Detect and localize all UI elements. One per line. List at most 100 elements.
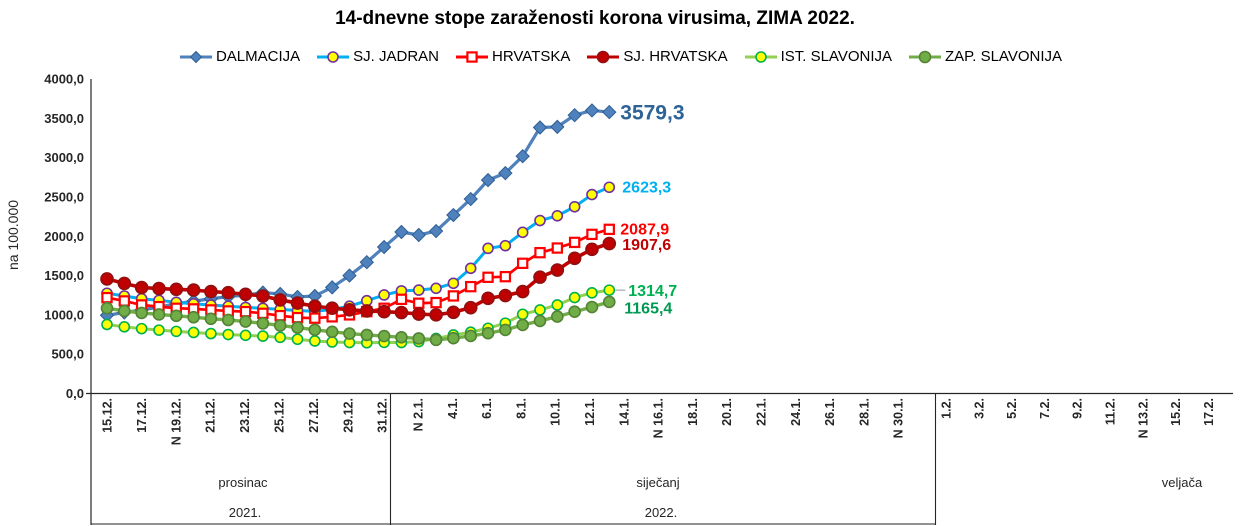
data-point-marker [135, 322, 148, 335]
data-point-marker [463, 300, 478, 315]
x-tick-label: 5.2. [1005, 398, 1019, 419]
data-point-marker [532, 120, 548, 135]
data-point-marker [430, 296, 442, 309]
x-tick-label: N 2.1. [412, 398, 426, 431]
data-point-marker [534, 304, 546, 316]
data-point-marker [378, 289, 390, 301]
data-point-marker [170, 325, 183, 338]
data-point-marker [117, 276, 132, 291]
series-end-value-label: 1165,4 [624, 300, 672, 317]
data-point-marker [204, 312, 218, 326]
x-tick-label: 3.2. [972, 398, 986, 419]
legend-marker-icon [179, 50, 212, 63]
series-line [105, 185, 611, 313]
data-point-marker [221, 313, 235, 327]
data-point-marker [359, 304, 374, 318]
x-tick-label: 21.12. [204, 398, 218, 433]
data-point-marker [482, 271, 494, 283]
legend-item-sj-jadran: SJ. JADRAN [316, 48, 439, 65]
data-point-marker [584, 103, 600, 118]
data-point-marker [515, 284, 530, 299]
data-point-marker [463, 191, 478, 207]
x-tick-label: 4.1. [446, 398, 460, 419]
legend-label: SJ. JADRAN [353, 48, 440, 65]
y-tick-label: 2500,0 [44, 189, 84, 204]
data-point-marker [153, 324, 165, 336]
data-point-marker [169, 282, 184, 297]
data-point-marker [187, 326, 200, 339]
legend-label: SJ. HRVATSKA [623, 48, 728, 65]
data-point-marker [239, 329, 252, 342]
data-point-marker [602, 104, 617, 120]
data-point-marker [568, 236, 581, 249]
data-point-marker [257, 330, 269, 342]
series-end-value-label: 3579,3 [620, 102, 684, 125]
x-tick-label: 24.1. [789, 398, 803, 426]
data-point-marker [516, 257, 529, 269]
legend-label: IST. SLAVONIJA [780, 48, 893, 65]
legend-label: DALMACIJA [215, 48, 301, 65]
x-tick-label: 26.1. [823, 398, 837, 426]
data-point-marker [464, 329, 478, 343]
data-point-marker [428, 223, 444, 239]
x-tick-label: 9.2. [1071, 398, 1085, 419]
data-point-marker [446, 207, 461, 223]
data-point-marker [377, 329, 391, 343]
data-point-marker [342, 268, 357, 283]
data-point-marker [464, 262, 477, 275]
data-point-marker [326, 336, 338, 348]
data-point-marker [290, 296, 305, 310]
data-point-marker [568, 291, 581, 304]
data-point-marker [550, 263, 565, 277]
data-point-marker [499, 239, 512, 252]
data-point-marker [256, 317, 270, 330]
data-point-marker [291, 333, 304, 346]
data-point-marker [515, 149, 530, 164]
data-point-marker [481, 291, 495, 306]
data-point-marker [308, 299, 322, 314]
data-point-marker [447, 290, 460, 302]
data-point-marker [238, 287, 253, 302]
data-point-marker [273, 293, 288, 307]
data-point-marker [516, 308, 529, 321]
data-point-marker [394, 305, 409, 320]
data-point-marker [118, 295, 131, 307]
x-tick-label: 25.12. [273, 398, 287, 433]
x-tick-label: N 30.1. [892, 398, 906, 438]
data-point-marker [257, 307, 269, 320]
data-point-marker [411, 227, 426, 243]
data-point-marker [429, 333, 443, 347]
data-point-marker [602, 236, 617, 251]
data-point-marker [222, 328, 235, 341]
data-point-marker [516, 318, 529, 332]
data-point-marker [568, 200, 581, 213]
year-label: 2022. [645, 505, 678, 520]
data-point-marker [533, 270, 547, 284]
data-point-marker [516, 226, 529, 239]
data-point-marker [309, 335, 321, 347]
x-tick-label: 28.1. [857, 398, 871, 426]
x-tick-label: 31.12. [376, 398, 390, 433]
data-point-marker [603, 181, 616, 194]
data-point-marker [499, 323, 512, 337]
data-point-marker [586, 287, 598, 299]
data-point-marker [134, 280, 149, 295]
x-tick-label: 15.12. [101, 398, 115, 433]
data-point-marker [430, 282, 442, 295]
x-tick-label: 7.2. [1038, 398, 1052, 419]
x-tick-label: 17.2. [1202, 398, 1216, 426]
data-point-marker [204, 284, 218, 299]
data-point-marker [360, 328, 374, 342]
data-point-marker [239, 315, 252, 328]
data-point-marker [498, 288, 513, 303]
series-sj-hrvatska [100, 236, 617, 322]
data-point-marker [534, 246, 546, 259]
month-label: siječanj [636, 475, 679, 490]
data-point-marker [551, 299, 564, 311]
data-point-marker [274, 309, 286, 322]
legend-item-hrvatska: HRVATSKA [455, 48, 570, 65]
data-point-marker [101, 318, 113, 331]
data-point-marker [343, 327, 356, 340]
data-point-marker [118, 304, 131, 318]
x-tick-label: 15.2. [1169, 398, 1183, 426]
